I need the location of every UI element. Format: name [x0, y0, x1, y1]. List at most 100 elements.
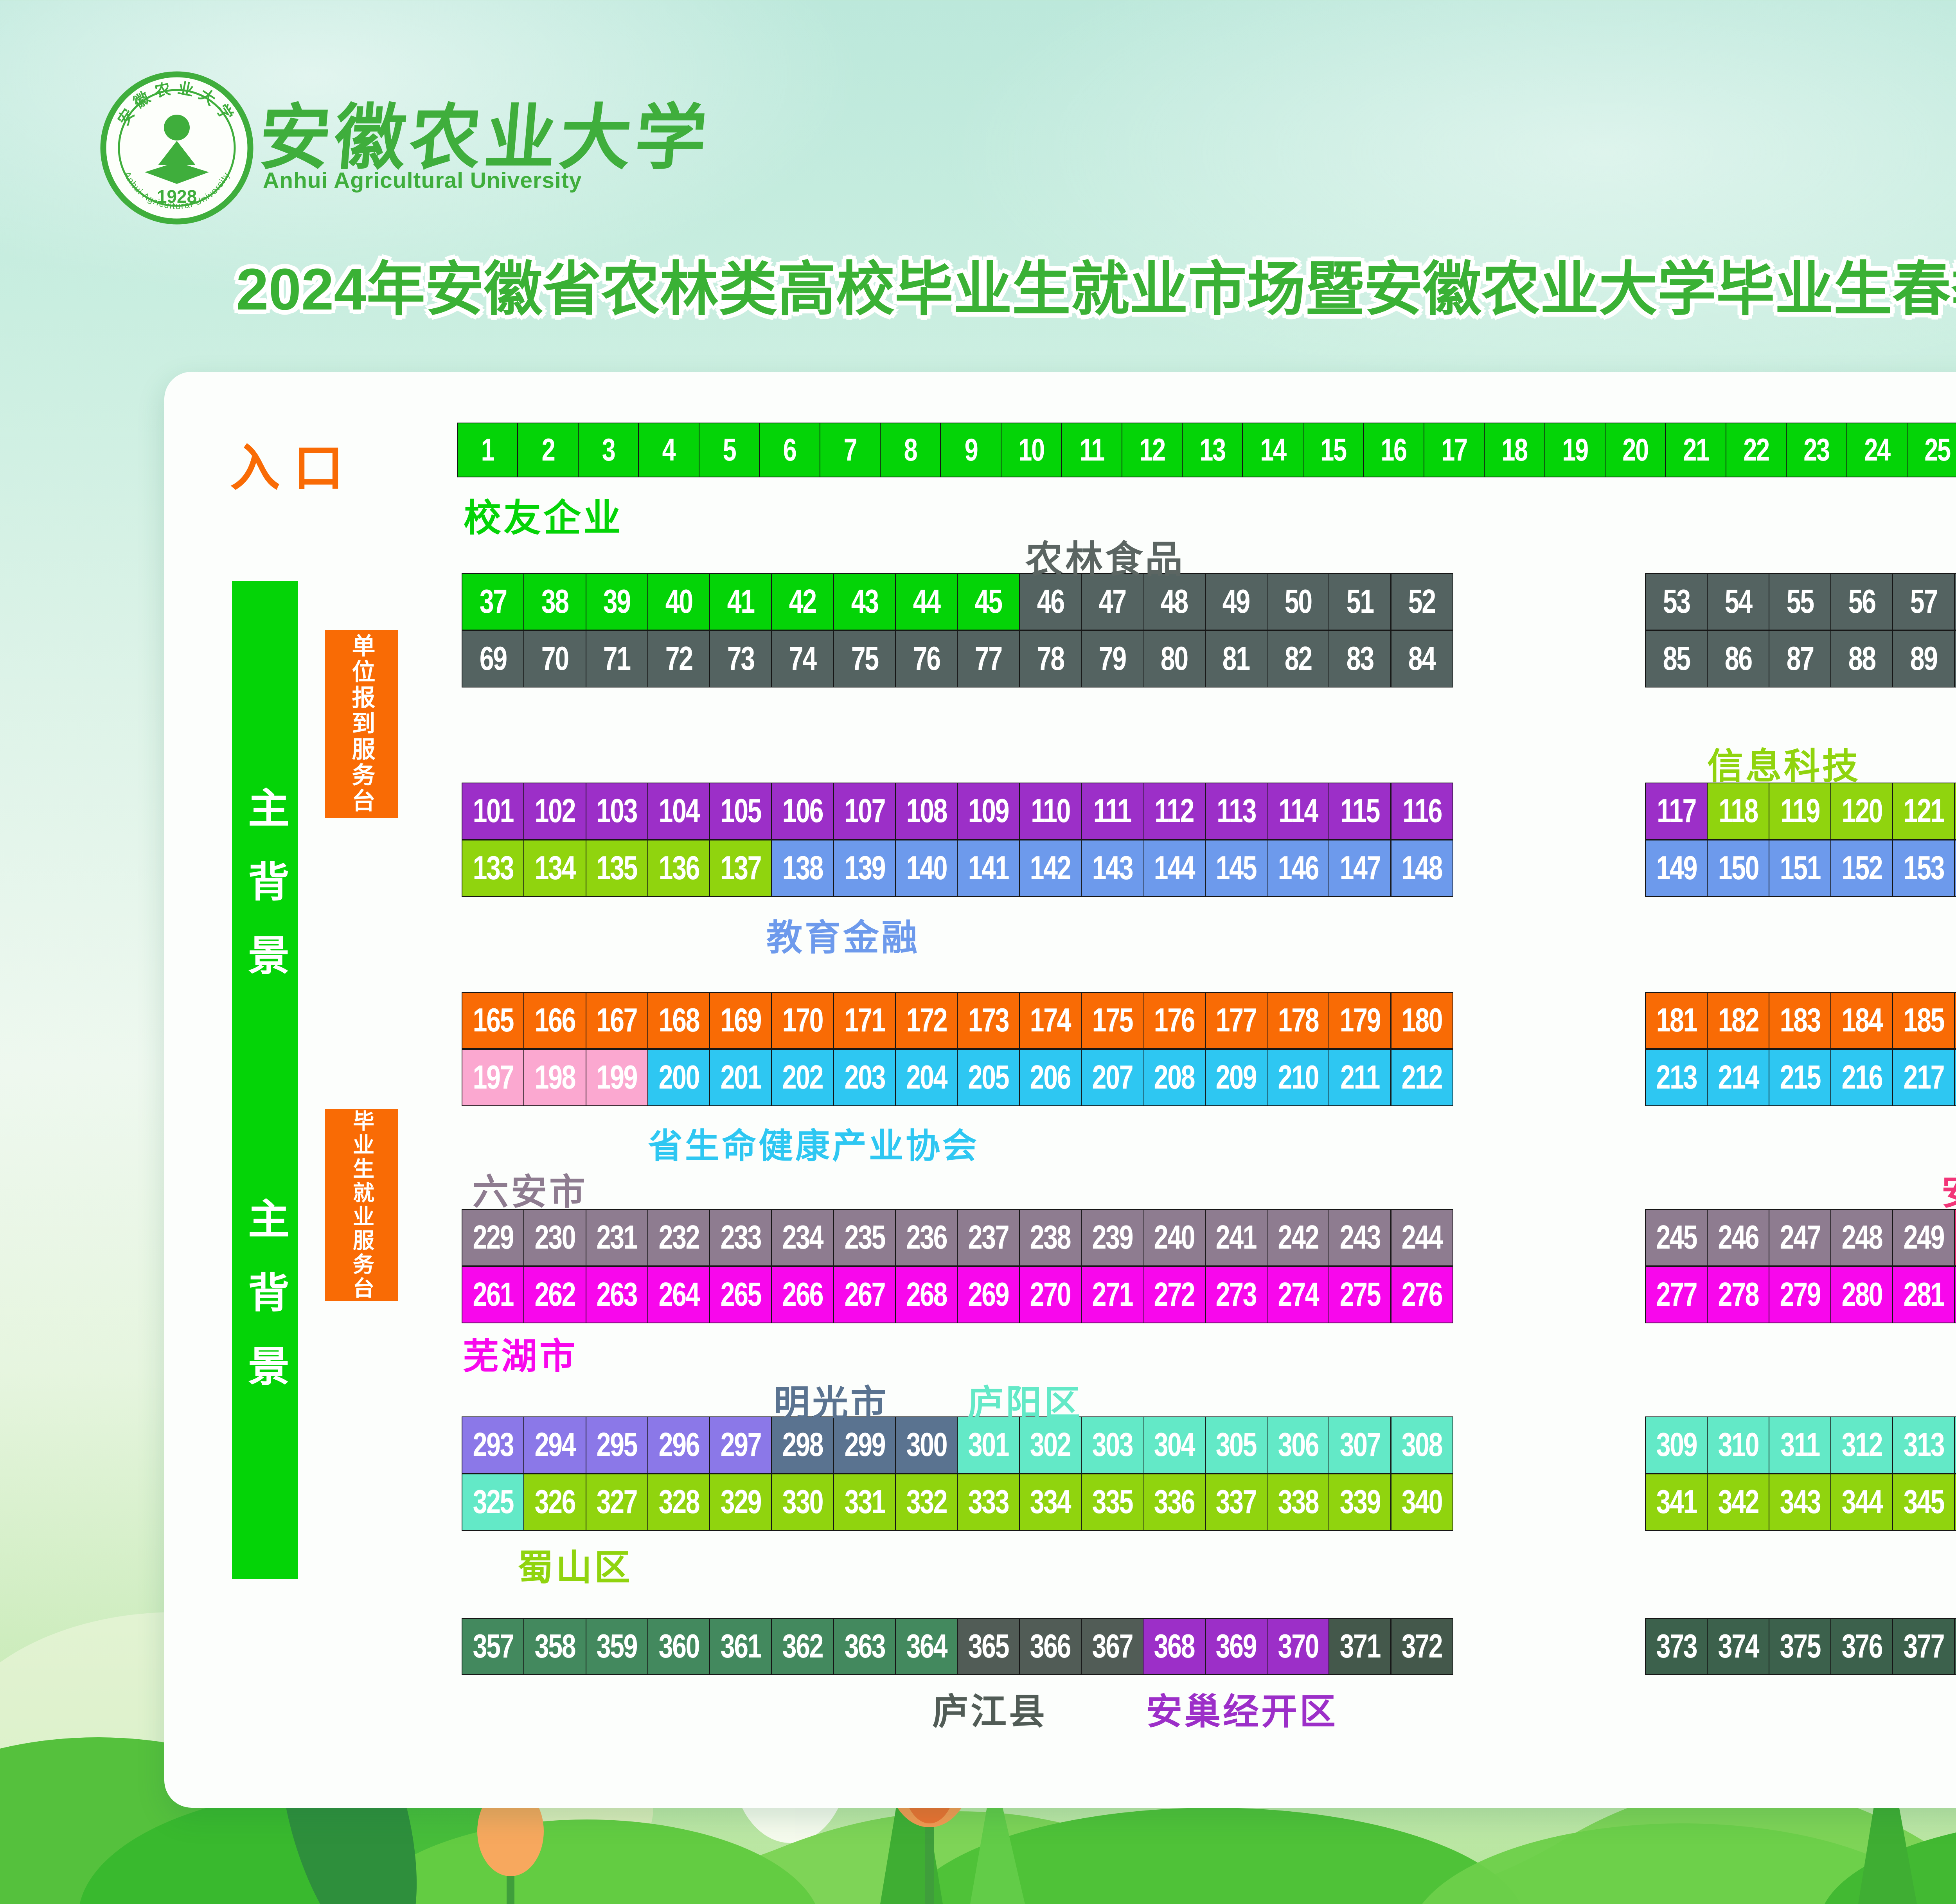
booth-75: 75 — [833, 630, 896, 687]
booth-42: 42 — [771, 573, 834, 630]
booth-216: 216 — [1830, 1049, 1893, 1106]
booth-70: 70 — [523, 630, 586, 687]
booth-48: 48 — [1143, 573, 1206, 630]
booth-54: 54 — [1707, 573, 1769, 630]
booth-275: 275 — [1329, 1266, 1391, 1323]
booth-372: 372 — [1390, 1618, 1453, 1675]
booth-38: 38 — [523, 573, 586, 630]
backdrop-label-lower: 主背景 — [242, 1197, 288, 1418]
booth-278: 278 — [1707, 1266, 1769, 1323]
booth-378: 378 — [1954, 1618, 1956, 1675]
booth-266: 266 — [771, 1266, 834, 1323]
zone-label: 六安市 — [472, 1172, 588, 1212]
booth-197: 197 — [462, 1049, 525, 1106]
booth-332: 332 — [895, 1474, 958, 1531]
booth-144: 144 — [1143, 840, 1206, 897]
booth-72: 72 — [647, 630, 710, 687]
booth-141: 141 — [957, 840, 1020, 897]
booth-326: 326 — [523, 1474, 586, 1531]
booth-198: 198 — [523, 1049, 586, 1106]
booth-148: 148 — [1390, 840, 1453, 897]
booth-50: 50 — [1266, 573, 1330, 630]
booth-3: 3 — [577, 423, 639, 477]
booth-264: 264 — [647, 1266, 710, 1323]
booth-150: 150 — [1707, 840, 1769, 897]
booth-112: 112 — [1143, 783, 1206, 840]
booth-304: 304 — [1143, 1416, 1206, 1474]
booth-273: 273 — [1205, 1266, 1267, 1323]
booth-209: 209 — [1205, 1049, 1267, 1106]
booth-213: 213 — [1645, 1049, 1708, 1106]
booth-325: 325 — [462, 1474, 525, 1531]
booth-357: 357 — [462, 1618, 525, 1675]
entrance-label: 入口 — [230, 440, 357, 496]
booth-265: 265 — [709, 1266, 772, 1323]
booth-119: 119 — [1769, 783, 1831, 840]
booth-122: 122 — [1954, 783, 1956, 840]
booth-104: 104 — [647, 783, 710, 840]
booth-235: 235 — [833, 1209, 896, 1266]
booth-177: 177 — [1205, 992, 1267, 1049]
booth-311: 311 — [1769, 1416, 1831, 1474]
zone-label: 庐江县 — [932, 1692, 1048, 1732]
booth-366: 366 — [1019, 1618, 1082, 1675]
booth-341: 341 — [1645, 1474, 1708, 1531]
booth-165: 165 — [462, 992, 525, 1049]
booth-111: 111 — [1081, 783, 1144, 840]
booth-115: 115 — [1329, 783, 1391, 840]
booth-186: 186 — [1954, 992, 1956, 1049]
booth-81: 81 — [1205, 630, 1267, 687]
booth-377: 377 — [1892, 1618, 1955, 1675]
booth-303: 303 — [1081, 1416, 1144, 1474]
booth-279: 279 — [1769, 1266, 1831, 1323]
booth-359: 359 — [585, 1618, 648, 1675]
booth-110: 110 — [1019, 783, 1082, 840]
booth-248: 248 — [1830, 1209, 1893, 1266]
booth-215: 215 — [1769, 1049, 1831, 1106]
person-icon — [164, 115, 190, 140]
booth-143: 143 — [1081, 840, 1144, 897]
main-backdrop-bar: 主背景 主背景 — [232, 581, 298, 1579]
booth-340: 340 — [1390, 1474, 1453, 1531]
booth-44: 44 — [895, 573, 958, 630]
booth-134: 134 — [523, 840, 586, 897]
booth-205: 205 — [957, 1049, 1020, 1106]
booth-168: 168 — [647, 992, 710, 1049]
zone-label: 信息科技 — [1707, 747, 1861, 786]
booth-237: 237 — [957, 1209, 1020, 1266]
booth-15: 15 — [1302, 423, 1364, 477]
booth-244: 244 — [1390, 1209, 1453, 1266]
booth-12: 12 — [1121, 423, 1183, 477]
booth-8: 8 — [879, 423, 941, 477]
booth-56: 56 — [1830, 573, 1893, 630]
booth-87: 87 — [1769, 630, 1831, 687]
booth-307: 307 — [1329, 1416, 1391, 1474]
booth-83: 83 — [1329, 630, 1391, 687]
booth-300: 300 — [895, 1416, 958, 1474]
booth-369: 369 — [1205, 1618, 1267, 1675]
booth-55: 55 — [1769, 573, 1831, 630]
booth-69: 69 — [462, 630, 525, 687]
booth-337: 337 — [1205, 1474, 1267, 1531]
booth-5: 5 — [698, 423, 760, 477]
booth-117: 117 — [1645, 783, 1708, 840]
booth-14: 14 — [1242, 423, 1303, 477]
booth-280: 280 — [1830, 1266, 1893, 1323]
booth-293: 293 — [462, 1416, 525, 1474]
booth-53: 53 — [1645, 573, 1708, 630]
booth-345: 345 — [1892, 1474, 1955, 1531]
booth-310: 310 — [1707, 1416, 1769, 1474]
booth-261: 261 — [462, 1266, 525, 1323]
booth-43: 43 — [833, 573, 896, 630]
booth-343: 343 — [1769, 1474, 1831, 1531]
booth-199: 199 — [585, 1049, 648, 1106]
zone-label: 安巢经开区 — [1146, 1692, 1338, 1732]
booth-249: 249 — [1892, 1209, 1955, 1266]
graduate-service-desk-label: 毕业生就业服务台 — [349, 1110, 374, 1301]
seal-year: 1928 — [157, 186, 197, 207]
booth-136: 136 — [647, 840, 710, 897]
booth-22: 22 — [1725, 423, 1787, 477]
booth-309: 309 — [1645, 1416, 1708, 1474]
booth-206: 206 — [1019, 1049, 1082, 1106]
booth-171: 171 — [833, 992, 896, 1049]
